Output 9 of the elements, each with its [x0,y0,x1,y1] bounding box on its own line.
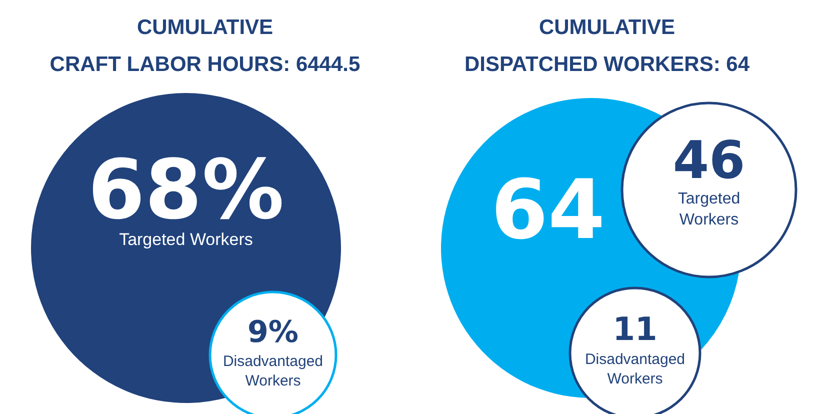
category-label: Targeted Workers [678,190,740,228]
category-label: Disadvantaged Workers [584,351,686,388]
text: CUMULATIVE DISPATCHED WORKERS: 64 [464,16,750,76]
data-label: 11 [612,310,658,348]
data-label: 46 [672,131,746,191]
category-label: Disadvantaged Workers [222,353,324,390]
data-label: 64 [490,163,606,258]
text: CUMULATIVE CRAFT LABOR HOURS: 6444.5 [50,16,360,76]
data-label: 9% [248,315,298,350]
